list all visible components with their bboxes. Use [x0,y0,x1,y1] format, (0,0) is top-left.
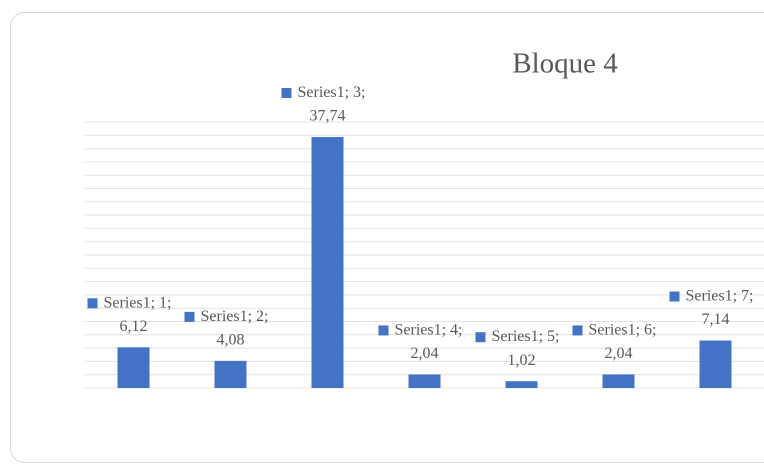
label-series: Series1 [103,294,150,311]
legend-key [184,311,195,322]
legend-key [475,332,486,343]
label-category: 1 [159,294,167,311]
label-category: 6 [644,321,652,338]
data-label: Series1; 2; [200,308,272,325]
label-separator: ; [652,321,660,338]
data-label: Series1; 7; [685,287,757,304]
label-separator: ; [458,321,466,338]
bar [602,374,635,388]
label-separator: ; [151,294,159,311]
label-category: 2 [256,308,264,325]
bar [408,374,441,388]
bar [214,360,247,388]
label-series: Series1 [394,321,441,338]
data-label-value: 2,04 [605,345,633,362]
label-category: 4 [450,321,458,338]
data-label-value: 7,14 [702,311,730,328]
label-series: Series1 [588,321,635,338]
bar [505,381,538,388]
chart-title: Bloque 4 [512,48,618,80]
label-category: 7 [741,287,749,304]
legend-key [281,88,292,99]
data-label-value: 37,74 [310,108,346,125]
data-label: Series1; 6; [588,321,660,338]
label-separator: ; [361,84,369,101]
label-separator: ; [442,321,450,338]
data-label-value: 6,12 [120,318,148,335]
label-category: 5 [547,328,555,345]
label-separator: ; [749,287,757,304]
data-label-value: 2,04 [411,345,439,362]
label-separator: ; [167,294,175,311]
chart-card [10,12,764,463]
label-separator: ; [733,287,741,304]
label-separator: ; [248,308,256,325]
label-series: Series1 [491,328,538,345]
data-label: Series1; 5; [491,328,563,345]
legend-key [87,298,98,309]
label-series: Series1 [200,308,247,325]
legend-key [378,325,389,336]
data-label: Series1; 3; [297,84,369,101]
data-label: Series1; 4; [394,321,466,338]
label-series: Series1 [297,84,344,101]
legend-key [572,325,583,336]
label-category: 3 [353,84,361,101]
bar [117,347,150,388]
data-label-value: 1,02 [508,352,536,369]
bar [699,340,732,388]
data-label-value: 4,08 [217,332,245,349]
label-separator: ; [264,308,272,325]
legend-key [669,291,680,302]
data-label: Series1; 1; [103,294,175,311]
label-separator: ; [636,321,644,338]
bar [311,137,344,388]
label-separator: ; [345,84,353,101]
label-series: Series1 [685,287,732,304]
label-separator: ; [555,328,563,345]
label-separator: ; [539,328,547,345]
